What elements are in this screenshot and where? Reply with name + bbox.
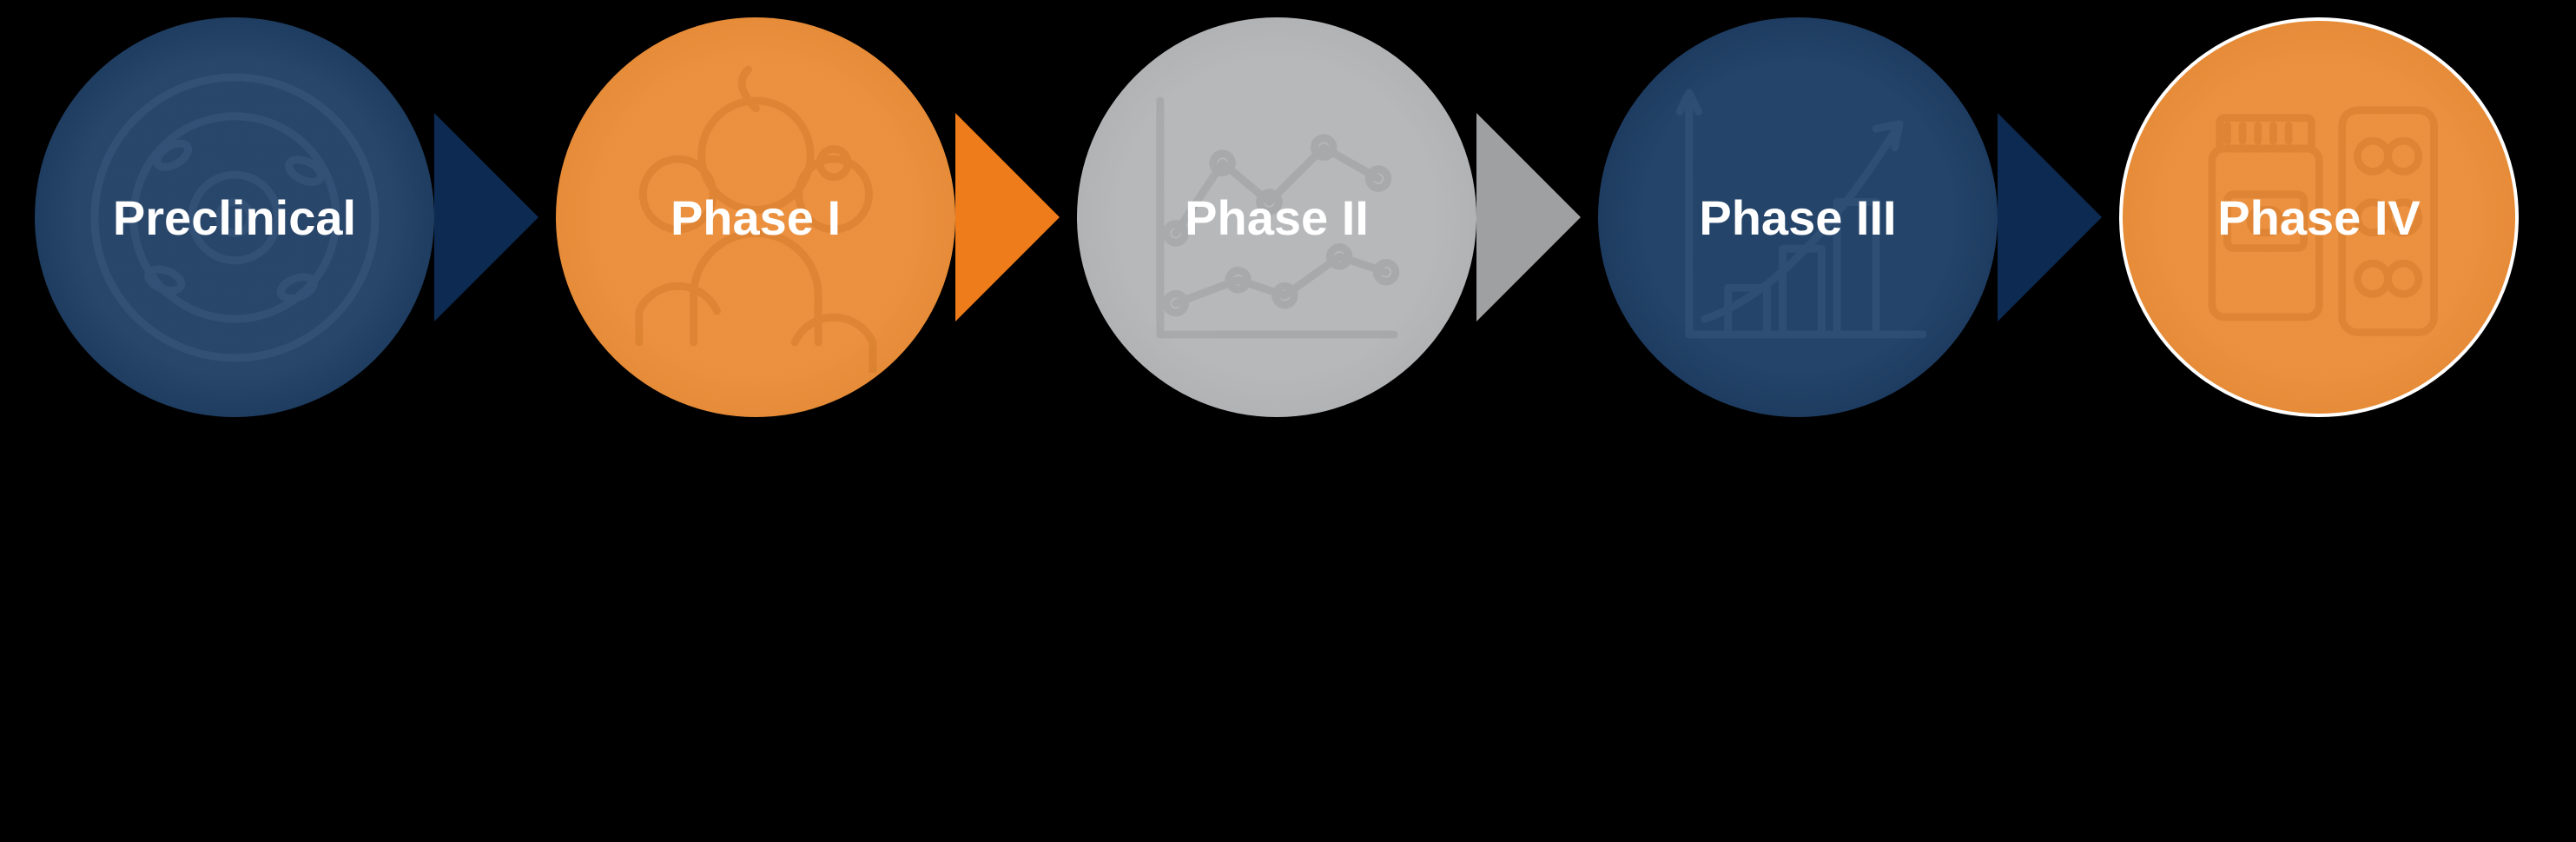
phase-circle: Phase IV	[2119, 17, 2519, 417]
phase-label: Phase II	[1185, 189, 1369, 246]
phase-label: Phase IV	[2217, 189, 2420, 246]
phase-circle: Preclinical	[35, 17, 434, 417]
phase-node-phase4: Phase IV	[2119, 17, 2519, 417]
phase-node-preclinical: Preclinical	[35, 17, 434, 417]
phase-node-phase3: Phase III	[1598, 17, 1998, 417]
pointer-icon	[955, 113, 1060, 322]
phase-node-phase2: Phase II	[1077, 17, 1476, 417]
pointer-icon	[1476, 113, 1581, 322]
phase-circle: Phase II	[1077, 17, 1476, 417]
phase-label: Phase I	[670, 189, 841, 246]
pointer-icon	[434, 113, 538, 322]
phases-flowchart: Preclinical Phase I Phase II	[0, 0, 2576, 842]
phase-label: Phase III	[1699, 189, 1896, 246]
phase-label: Preclinical	[113, 189, 356, 246]
phase-node-phase1: Phase I	[556, 17, 955, 417]
phase-circle: Phase I	[556, 17, 955, 417]
phase-circle: Phase III	[1598, 17, 1998, 417]
pointer-icon	[1998, 113, 2102, 322]
